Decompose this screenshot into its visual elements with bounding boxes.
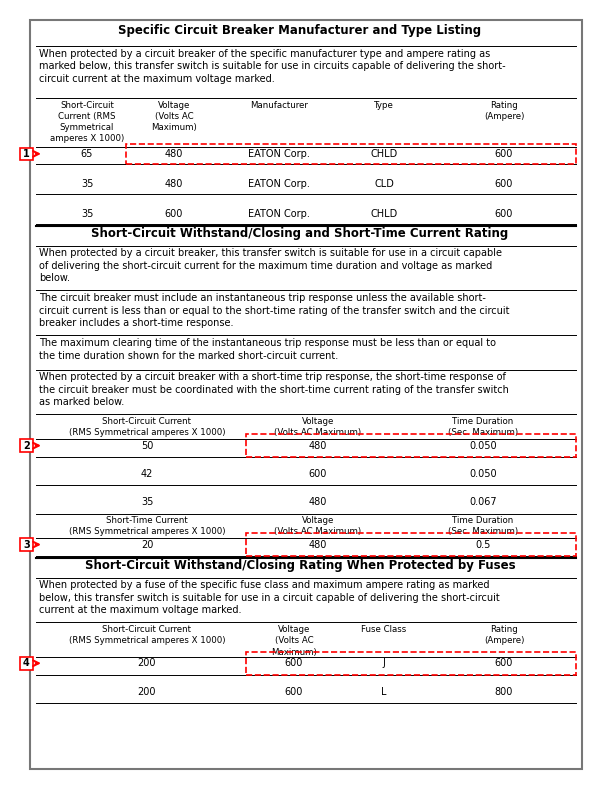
Bar [246, 652, 576, 675]
Text: 35: 35 [81, 209, 93, 219]
Text: Rating
(Ampere): Rating (Ampere) [484, 101, 524, 121]
Bar [126, 144, 576, 164]
Text: Short-Time Current
(RMS Symmetrical amperes X 1000): Short-Time Current (RMS Symmetrical ampe… [69, 516, 225, 537]
Text: 600: 600 [495, 179, 513, 189]
Text: 35: 35 [141, 497, 153, 507]
Text: 200: 200 [138, 686, 156, 697]
Text: 65: 65 [81, 149, 93, 159]
Text: When protected by a circuit breaker with a short-time trip response, the short-t: When protected by a circuit breaker with… [39, 372, 509, 407]
Text: 0.067: 0.067 [469, 497, 497, 507]
Text: When protected by a circuit breaker, this transfer switch is suitable for use in: When protected by a circuit breaker, thi… [39, 249, 502, 283]
Text: 0.5: 0.5 [475, 540, 491, 550]
Text: Voltage
(Volts AC
Maximum): Voltage (Volts AC Maximum) [151, 101, 197, 133]
Text: 2: 2 [23, 440, 30, 451]
Bar [20, 148, 33, 160]
Text: Voltage
(Volts AC Maximum): Voltage (Volts AC Maximum) [274, 516, 362, 537]
Text: 600: 600 [495, 209, 513, 219]
Text: 42: 42 [141, 469, 153, 479]
Text: 600: 600 [285, 658, 303, 668]
Text: 4: 4 [23, 658, 30, 668]
Text: Specific Circuit Breaker Manufacturer and Type Listing: Specific Circuit Breaker Manufacturer an… [118, 24, 482, 36]
Text: 480: 480 [309, 440, 327, 451]
Text: CHLD: CHLD [370, 209, 398, 219]
Text: 0.050: 0.050 [469, 440, 497, 451]
Text: CHLD: CHLD [370, 149, 398, 159]
Text: The circuit breaker must include an instantaneous trip response unless the avail: The circuit breaker must include an inst… [39, 294, 509, 328]
Text: 480: 480 [309, 540, 327, 550]
Text: EATON Corp.: EATON Corp. [248, 149, 310, 159]
Text: When protected by a circuit breaker of the specific manufacturer type and ampere: When protected by a circuit breaker of t… [39, 49, 506, 84]
Text: Rating
(Ampere): Rating (Ampere) [484, 626, 524, 645]
Text: 35: 35 [81, 179, 93, 189]
Text: Short-Circuit Withstand/Closing and Short-Time Current Rating: Short-Circuit Withstand/Closing and Shor… [91, 227, 509, 240]
Text: EATON Corp.: EATON Corp. [248, 209, 310, 219]
Text: Short-Circuit Current
(RMS Symmetrical amperes X 1000): Short-Circuit Current (RMS Symmetrical a… [69, 626, 225, 645]
Text: 200: 200 [138, 658, 156, 668]
Text: 50: 50 [141, 440, 153, 451]
Text: 600: 600 [495, 149, 513, 159]
Text: 480: 480 [309, 497, 327, 507]
Text: 0.050: 0.050 [469, 469, 497, 479]
Text: Fuse Class: Fuse Class [361, 626, 407, 634]
Text: The maximum clearing time of the instantaneous trip response must be less than o: The maximum clearing time of the instant… [39, 338, 496, 361]
Text: 3: 3 [23, 540, 30, 550]
Text: Short-Circuit Withstand/Closing Rating When Protected by Fuses: Short-Circuit Withstand/Closing Rating W… [85, 559, 515, 572]
Text: Time Duration
(Sec. Maximum): Time Duration (Sec. Maximum) [448, 417, 518, 437]
Text: Voltage
(Volts AC Maximum): Voltage (Volts AC Maximum) [274, 417, 362, 437]
Text: 800: 800 [495, 686, 513, 697]
Bar [246, 434, 576, 457]
Text: 600: 600 [165, 209, 183, 219]
Text: Type: Type [374, 101, 394, 110]
Bar [246, 533, 576, 556]
Text: J: J [383, 658, 385, 668]
Text: 600: 600 [309, 469, 327, 479]
Text: Voltage
(Volts AC
Maximum): Voltage (Volts AC Maximum) [271, 626, 317, 656]
Bar [20, 439, 33, 452]
Text: When protected by a fuse of the specific fuse class and maximum ampere rating as: When protected by a fuse of the specific… [39, 581, 500, 615]
Text: 600: 600 [495, 658, 513, 668]
Text: Short-Circuit
Current (RMS
Symmetrical
amperes X 1000): Short-Circuit Current (RMS Symmetrical a… [50, 101, 124, 144]
Text: Time Duration
(Sec. Maximum): Time Duration (Sec. Maximum) [448, 516, 518, 537]
Text: EATON Corp.: EATON Corp. [248, 179, 310, 189]
Text: CLD: CLD [374, 179, 394, 189]
Text: 480: 480 [165, 179, 183, 189]
Text: 600: 600 [285, 686, 303, 697]
Text: Manufacturer: Manufacturer [250, 101, 308, 110]
Text: Short-Circuit Current
(RMS Symmetrical amperes X 1000): Short-Circuit Current (RMS Symmetrical a… [69, 417, 225, 437]
Bar [20, 538, 33, 551]
Bar [20, 657, 33, 670]
Text: L: L [381, 686, 387, 697]
Text: 20: 20 [141, 540, 153, 550]
Text: 1: 1 [23, 149, 30, 159]
Text: 480: 480 [165, 149, 183, 159]
